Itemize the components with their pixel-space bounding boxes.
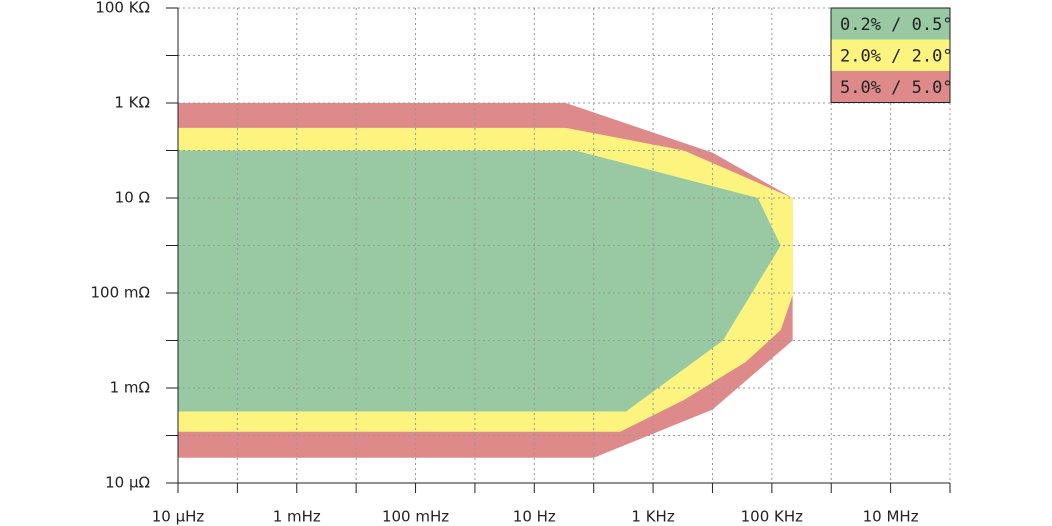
y-tick-label: 10 Ω — [115, 189, 150, 207]
y-tick-label: 1 mΩ — [110, 379, 150, 397]
legend-swatch — [831, 71, 950, 103]
x-tick-label: 100 KHz — [741, 508, 804, 526]
y-tick-label: 1 KΩ — [114, 94, 150, 112]
legend: 0.2% / 0.5° 2.0% / 2.0° 5.0% / 5.0° — [830, 7, 953, 103]
legend-label: 0.2% / 0.5° — [840, 15, 953, 35]
y-tick-label: 100 mΩ — [91, 284, 150, 302]
legend-frame — [830, 7, 951, 103]
x-tick-label: 1 KHz — [631, 508, 674, 526]
x-tick-label: 10 MHz — [863, 508, 919, 526]
x-tick-label: 1 mHz — [273, 508, 321, 526]
x-tick-label: 10 µHz — [152, 508, 205, 526]
legend-label: 5.0% / 5.0° — [840, 78, 953, 98]
x-tick-label: 10 Hz — [513, 508, 556, 526]
y-tick-label: 100 KΩ — [95, 0, 150, 17]
legend-swatch — [831, 8, 950, 40]
legend-swatch — [831, 39, 950, 71]
x-tick-label: 100 mHz — [382, 508, 449, 526]
y-tick-label: 10 µΩ — [105, 474, 150, 492]
accuracy-region — [178, 150, 781, 412]
legend-label: 2.0% / 2.0° — [840, 46, 953, 66]
